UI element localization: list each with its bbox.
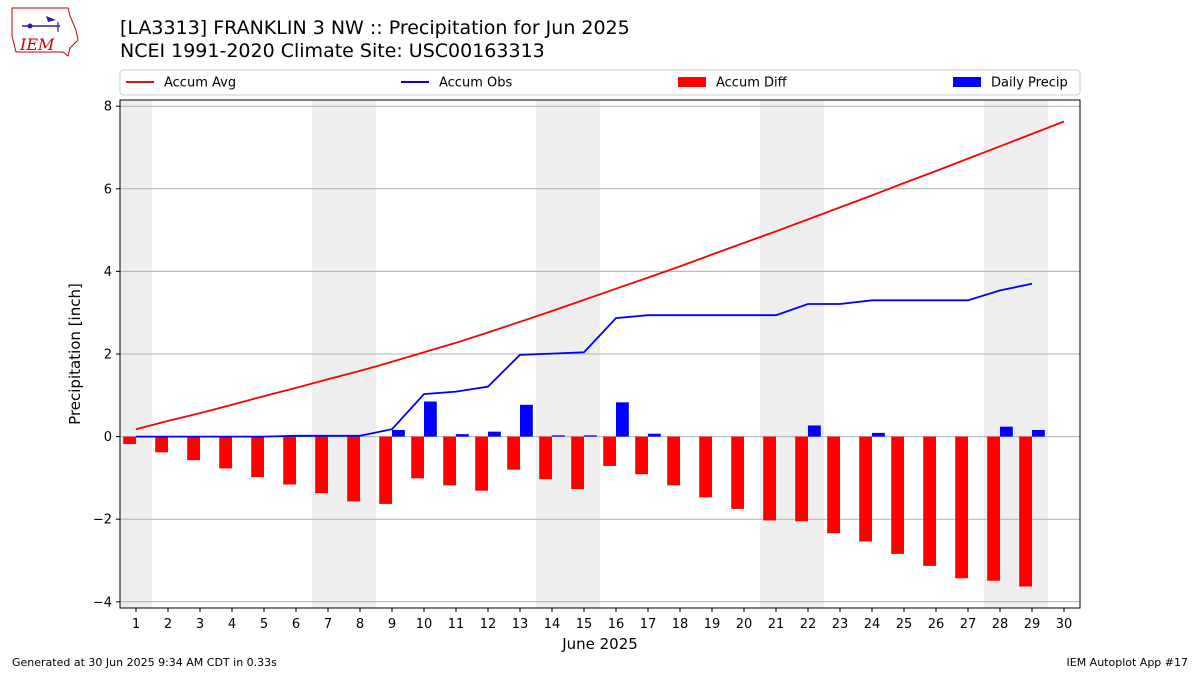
y-tick-label: 2 bbox=[104, 348, 112, 363]
accum-diff-bar bbox=[251, 436, 264, 478]
accum-diff-bar bbox=[475, 436, 488, 491]
x-tick-label: 28 bbox=[992, 617, 1009, 632]
y-tick-label: −4 bbox=[93, 595, 112, 610]
x-tick-label: 6 bbox=[292, 617, 300, 632]
legend-accum-avg-label: Accum Avg bbox=[164, 76, 236, 91]
y-tick-label: −2 bbox=[93, 513, 112, 528]
accum-diff-bar bbox=[827, 436, 840, 534]
chart-subtitle: NCEI 1991-2020 Climate Site: USC00163313 bbox=[120, 40, 545, 62]
x-tick-label: 17 bbox=[640, 617, 657, 632]
accum-diff-bar bbox=[987, 436, 1000, 581]
accum-avg-line bbox=[135, 120, 1065, 431]
accum-diff-bar bbox=[1019, 436, 1032, 587]
accum-diff-bar bbox=[379, 436, 392, 504]
y-tick-label: 8 bbox=[104, 100, 112, 115]
accum-diff-bar bbox=[219, 436, 232, 469]
x-tick-label: 13 bbox=[512, 617, 529, 632]
daily-precip-bar bbox=[392, 429, 405, 437]
accum-diff-bar bbox=[635, 436, 648, 475]
x-tick-label: 24 bbox=[864, 617, 881, 632]
accum-diff-bar bbox=[283, 436, 296, 485]
accum-diff-bar bbox=[699, 436, 712, 498]
accum-diff-bar bbox=[955, 436, 968, 579]
x-tick-label: 9 bbox=[388, 617, 396, 632]
x-tick-label: 14 bbox=[544, 617, 561, 632]
daily-precip-bar bbox=[616, 402, 629, 437]
accum-diff-bar bbox=[923, 436, 936, 566]
accum-diff-bar bbox=[539, 436, 552, 480]
daily-precip-bar bbox=[584, 435, 597, 437]
daily-precip-bar bbox=[872, 432, 885, 437]
x-tick-label: 15 bbox=[576, 617, 593, 632]
accum-diff-bar bbox=[667, 436, 680, 486]
accum-diff-bar bbox=[123, 436, 136, 445]
x-tick-label: 12 bbox=[480, 617, 497, 632]
accum-diff-bar bbox=[507, 436, 520, 470]
accum-diff-bar bbox=[411, 436, 424, 479]
legend-accum-diff-swatch bbox=[678, 77, 706, 87]
y-tick-label: 6 bbox=[104, 182, 112, 197]
legend-box bbox=[119, 69, 1081, 96]
daily-precip-bar bbox=[488, 431, 501, 437]
accum-obs-line bbox=[136, 282, 1033, 438]
accum-diff-bar bbox=[315, 436, 328, 494]
x-tick-label: 30 bbox=[1056, 617, 1073, 632]
legend-accum-diff-label: Accum Diff bbox=[716, 76, 788, 91]
x-tick-label: 1 bbox=[132, 617, 140, 632]
daily-precip-bar bbox=[424, 401, 437, 437]
legend-accum-obs-label: Accum Obs bbox=[439, 76, 512, 91]
x-tick-label: 18 bbox=[672, 617, 689, 632]
x-tick-label: 19 bbox=[704, 617, 721, 632]
accum-diff-bar bbox=[891, 436, 904, 554]
x-tick-label: 3 bbox=[196, 617, 204, 632]
x-tick-label: 22 bbox=[800, 617, 817, 632]
x-tick-label: 5 bbox=[260, 617, 268, 632]
x-tick-label: 26 bbox=[928, 617, 945, 632]
x-tick-label: 29 bbox=[1024, 617, 1041, 632]
x-tick-label: 7 bbox=[324, 617, 332, 632]
y-tick-label: 0 bbox=[104, 430, 112, 445]
daily-precip-bar bbox=[648, 433, 661, 437]
accum-diff-bar bbox=[155, 436, 168, 453]
accum-diff-bar bbox=[859, 436, 872, 542]
chart-title: [LA3313] FRANKLIN 3 NW :: Precipitation … bbox=[120, 17, 630, 39]
accum-diff-bar bbox=[347, 436, 360, 502]
x-axis-label: June 2025 bbox=[561, 635, 638, 653]
iem-logo: IEM bbox=[8, 6, 80, 58]
x-tick-label: 11 bbox=[448, 617, 465, 632]
logo-text: IEM bbox=[19, 35, 55, 54]
x-tick-label: 21 bbox=[768, 617, 785, 632]
y-tick-label: 4 bbox=[104, 265, 112, 280]
x-tick-label: 20 bbox=[736, 617, 753, 632]
accum-diff-bar bbox=[603, 436, 616, 466]
x-tick-label: 16 bbox=[608, 617, 625, 632]
accum-diff-bar bbox=[731, 436, 744, 509]
x-tick-label: 27 bbox=[960, 617, 977, 632]
daily-precip-bar bbox=[1032, 429, 1045, 437]
x-tick-label: 25 bbox=[896, 617, 913, 632]
accum-diff-bar bbox=[763, 436, 776, 521]
daily-precip-bar bbox=[520, 404, 533, 437]
legend-daily-precip-swatch bbox=[953, 77, 981, 87]
accum-diff-bar bbox=[571, 436, 584, 490]
x-tick-label: 2 bbox=[164, 617, 172, 632]
y-axis-label: Precipitation [inch] bbox=[66, 283, 84, 425]
footer-app: IEM Autoplot App #17 bbox=[1066, 656, 1189, 669]
x-tick-label: 8 bbox=[356, 617, 364, 632]
legend-daily-precip-label: Daily Precip bbox=[991, 76, 1068, 91]
daily-precip-bar bbox=[808, 425, 821, 437]
daily-precip-bar bbox=[1000, 426, 1013, 437]
accum-diff-bar bbox=[795, 436, 808, 522]
daily-precip-bar bbox=[456, 434, 469, 437]
x-tick-label: 4 bbox=[228, 617, 236, 632]
x-tick-label: 10 bbox=[416, 617, 433, 632]
x-tick-label: 23 bbox=[832, 617, 849, 632]
daily-precip-bar bbox=[552, 435, 565, 437]
accum-diff-bar bbox=[443, 436, 456, 486]
accum-diff-bar bbox=[187, 436, 200, 461]
footer-generated: Generated at 30 Jun 2025 9:34 AM CDT in … bbox=[12, 656, 277, 669]
